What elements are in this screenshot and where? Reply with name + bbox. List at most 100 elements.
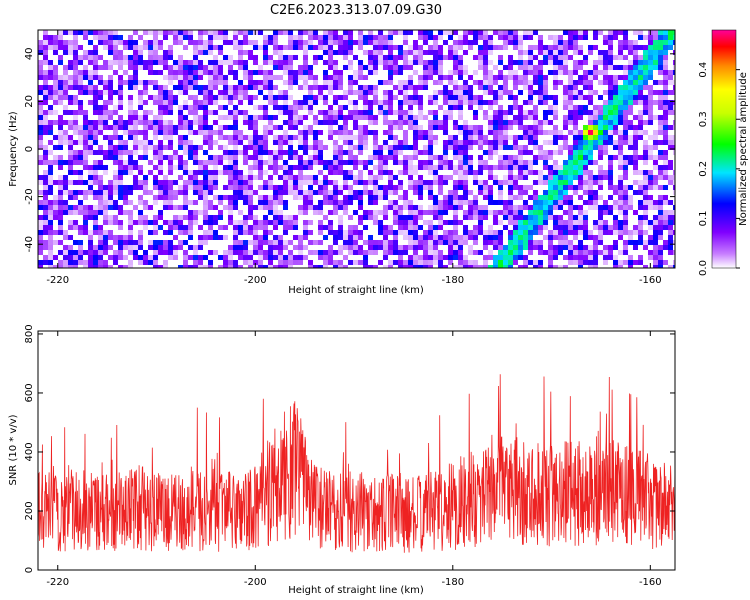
heatmap-cell xyxy=(563,235,568,240)
heatmap-cell xyxy=(603,100,608,105)
heatmap-cell xyxy=(513,30,518,35)
heatmap-cell xyxy=(453,170,458,175)
y-tick-label: 400 xyxy=(24,442,35,461)
heatmap-cell xyxy=(83,125,88,130)
heatmap-cell xyxy=(373,265,378,268)
heatmap-cell xyxy=(78,140,83,145)
heatmap-cell xyxy=(638,155,643,160)
heatmap-cell xyxy=(223,105,228,110)
heatmap-cell xyxy=(323,260,328,265)
heatmap-cell xyxy=(143,140,148,145)
heatmap-cell xyxy=(338,110,343,115)
heatmap-cell xyxy=(503,155,508,160)
heatmap-cell xyxy=(563,120,568,125)
heatmap-cell xyxy=(348,135,353,140)
heatmap-cell xyxy=(388,105,393,110)
heatmap-cell xyxy=(178,120,183,125)
heatmap-cell xyxy=(573,185,578,190)
heatmap-cell xyxy=(548,70,553,75)
heatmap-cell xyxy=(588,75,593,80)
heatmap-cell xyxy=(168,180,173,185)
heatmap-cell xyxy=(408,255,413,260)
heatmap-cell xyxy=(273,30,278,35)
heatmap-cell xyxy=(563,135,568,140)
heatmap-cell xyxy=(73,195,78,200)
heatmap-cell xyxy=(288,225,293,230)
heatmap-cell xyxy=(628,40,633,45)
heatmap-cell xyxy=(163,100,168,105)
heatmap-cell xyxy=(618,120,623,125)
heatmap-cell xyxy=(413,115,418,120)
heatmap-cell xyxy=(253,175,258,180)
heatmap-cell xyxy=(673,250,675,255)
heatmap-cell xyxy=(613,200,618,205)
y-tick-label: 600 xyxy=(24,383,35,402)
heatmap-cell xyxy=(453,105,458,110)
heatmap-cell xyxy=(438,80,443,85)
heatmap-cell xyxy=(548,175,553,180)
heatmap-cell xyxy=(448,160,453,165)
heatmap-cell xyxy=(128,120,133,125)
heatmap-cell xyxy=(103,60,108,65)
heatmap-cell xyxy=(248,55,253,60)
heatmap-cell xyxy=(428,250,433,255)
heatmap-cell xyxy=(618,50,623,55)
heatmap-cell xyxy=(68,235,73,240)
heatmap-cell xyxy=(193,215,198,220)
heatmap-cell xyxy=(418,265,423,268)
heatmap-cell xyxy=(578,30,583,35)
heatmap-cell xyxy=(408,115,413,120)
heatmap-cell xyxy=(568,100,573,105)
heatmap-cell xyxy=(163,185,168,190)
heatmap-cell xyxy=(628,105,633,110)
heatmap-cell xyxy=(338,160,343,165)
heatmap-cell xyxy=(313,180,318,185)
heatmap-cell xyxy=(173,35,178,40)
heatmap-cell xyxy=(73,55,78,60)
heatmap-cell xyxy=(93,120,98,125)
heatmap-cell xyxy=(433,225,438,230)
heatmap-cell xyxy=(393,260,398,265)
heatmap-cell xyxy=(158,210,163,215)
heatmap-cell xyxy=(548,155,553,160)
heatmap-cell xyxy=(638,200,643,205)
heatmap-cell xyxy=(428,190,433,195)
heatmap-cell xyxy=(348,130,353,135)
heatmap-cell xyxy=(623,160,628,165)
heatmap-cell xyxy=(233,40,238,45)
heatmap-cell xyxy=(508,190,513,195)
heatmap-cell xyxy=(653,135,658,140)
heatmap-cell xyxy=(458,245,463,250)
heatmap-cell xyxy=(498,240,503,245)
heatmap-cell xyxy=(143,200,148,205)
heatmap-cell xyxy=(423,210,428,215)
heatmap-cell xyxy=(418,135,423,140)
heatmap-cell xyxy=(43,195,48,200)
heatmap-cell xyxy=(328,220,333,225)
heatmap-cell xyxy=(303,180,308,185)
heatmap-cell xyxy=(93,260,98,265)
heatmap-cell xyxy=(208,235,213,240)
heatmap-cell xyxy=(43,100,48,105)
heatmap-cell xyxy=(53,85,58,90)
heatmap-cell xyxy=(373,190,378,195)
heatmap-cell xyxy=(78,85,83,90)
heatmap-cell xyxy=(438,185,443,190)
heatmap-cell xyxy=(423,75,428,80)
heatmap-cell xyxy=(213,30,218,35)
heatmap-cell xyxy=(138,230,143,235)
heatmap-cell xyxy=(288,150,293,155)
heatmap-cell xyxy=(283,175,288,180)
heatmap-cell xyxy=(528,85,533,90)
heatmap-cell xyxy=(58,265,63,268)
heatmap-cell xyxy=(543,235,548,240)
heatmap-cell xyxy=(538,145,543,150)
heatmap-cell xyxy=(503,215,508,220)
heatmap-cell xyxy=(93,65,98,70)
heatmap-cell xyxy=(288,240,293,245)
heatmap-cell xyxy=(183,45,188,50)
heatmap-cell xyxy=(613,105,618,110)
heatmap-cell xyxy=(293,115,298,120)
heatmap-cell xyxy=(433,195,438,200)
heatmap-cell xyxy=(658,90,663,95)
